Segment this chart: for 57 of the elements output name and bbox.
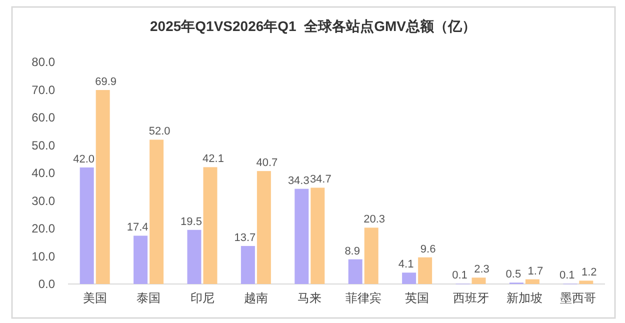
data-label: 34.7 <box>310 174 332 186</box>
y-tick-label: 10.0 <box>32 249 56 264</box>
x-tick-label: 英国 <box>405 291 430 305</box>
x-tick-label: 菲律宾 <box>345 291 382 305</box>
data-label: 0.1 <box>560 270 575 282</box>
data-label: 40.7 <box>256 157 278 170</box>
bar <box>240 246 255 284</box>
data-label: 1.7 <box>528 265 544 278</box>
y-tick-label: 20.0 <box>32 222 56 236</box>
x-tick-label: 美国 <box>82 291 107 305</box>
title: 2025年Q1VS2026年Q1 全球各站点GMV总额（亿） <box>150 18 476 34</box>
bar <box>402 272 416 284</box>
bar <box>96 90 110 284</box>
x-tick-label: 西班牙 <box>452 291 489 305</box>
bar <box>203 167 218 284</box>
bar <box>310 188 325 284</box>
x-tick-label: 泰国 <box>136 291 161 305</box>
x-tick-label: 墨西哥 <box>560 291 596 305</box>
data-label: 69.9 <box>95 76 117 88</box>
y-tick-label: 80.0 <box>32 55 56 69</box>
data-label: 34.3 <box>288 174 310 187</box>
bar <box>187 230 202 284</box>
y-tick-label: 50.0 <box>32 138 56 152</box>
y-tick-label: 60.0 <box>32 110 56 124</box>
y-tick-label: 70.0 <box>32 82 56 97</box>
data-label: 20.3 <box>364 214 386 226</box>
data-label: 19.5 <box>180 216 202 228</box>
y-tick-label: 30.0 <box>32 194 56 208</box>
bar <box>150 140 164 284</box>
data-label: 17.4 <box>126 222 148 234</box>
data-label: 8.9 <box>344 245 360 258</box>
bar <box>256 171 271 284</box>
bar <box>134 236 148 284</box>
data-label: 42.1 <box>202 153 224 166</box>
data-label: 0.5 <box>506 268 522 281</box>
data-label: 1.2 <box>582 266 597 279</box>
bar <box>472 278 486 284</box>
y-tick-label: 0.0 <box>38 277 56 291</box>
bar <box>525 279 540 284</box>
x-tick-label: 印尼 <box>190 291 214 305</box>
data-label: 42.0 <box>73 153 95 166</box>
x-tick-label: 马来 <box>298 291 322 305</box>
bar <box>80 167 94 284</box>
data-label: 2.3 <box>474 264 490 276</box>
bar <box>364 228 378 284</box>
data-label: 0.1 <box>452 270 468 282</box>
y-tick-label: 40.0 <box>32 166 56 180</box>
data-label: 4.1 <box>398 258 414 271</box>
bar <box>348 259 362 284</box>
bar <box>294 188 309 284</box>
x-tick-label: 越南 <box>244 291 268 305</box>
data-label: 52.0 <box>148 126 170 138</box>
data-label: 9.6 <box>420 243 436 256</box>
bar <box>418 257 432 284</box>
x-tick-label: 新加坡 <box>506 291 542 305</box>
bar <box>579 280 594 284</box>
data-label: 13.7 <box>234 232 256 244</box>
